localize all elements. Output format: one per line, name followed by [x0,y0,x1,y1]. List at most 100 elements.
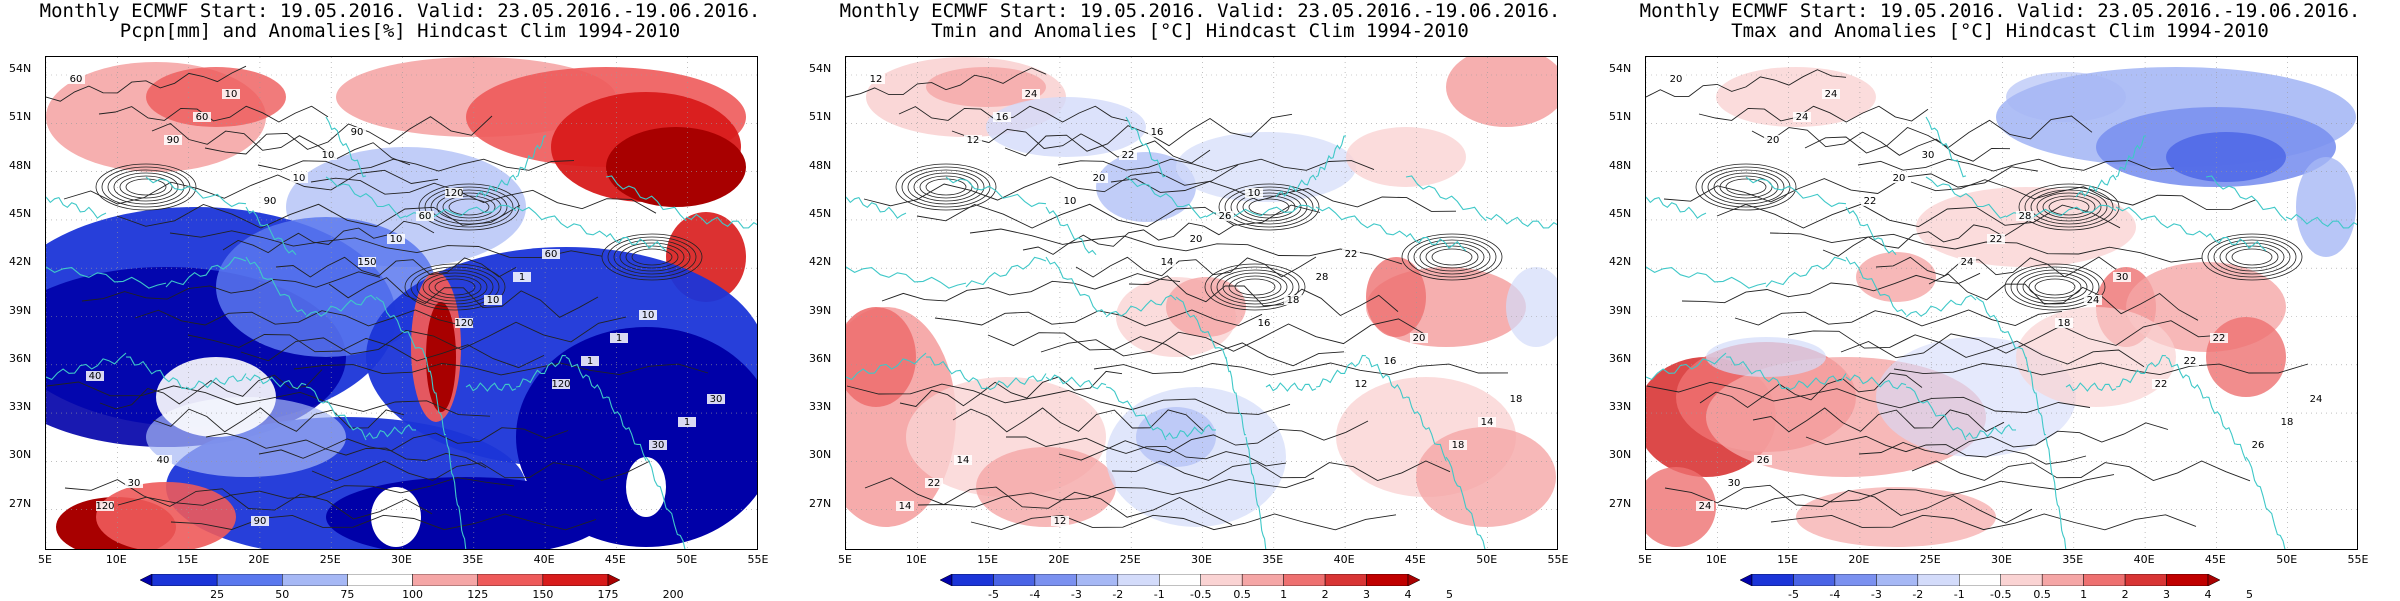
contour-ring [428,275,482,299]
contour-line [1128,275,1399,317]
anomaly-area [1916,187,2136,267]
latitude-label: 45N [1609,206,1632,220]
coastline [325,176,407,219]
colorbar-segment [2083,574,2126,586]
contour-label-bg [290,173,308,183]
contour-ring [2024,186,2114,228]
contour-line [1646,381,2091,414]
contour-label-bg [1822,89,1840,99]
latitude-label: 30N [1609,448,1632,462]
contour-ring [448,198,490,216]
colorbar-label: 0.5 [2033,588,2051,601]
colorbar-segment [1283,574,1326,586]
contour-label: 20 [1413,333,1426,344]
anomaly-area [2016,307,2176,407]
coastline [846,196,907,219]
contour-line [1928,273,2199,321]
contour-label-bg [649,440,667,450]
contour-label-bg [2055,318,2073,328]
contour-label-bg [348,127,366,137]
contour-label-bg [193,112,211,122]
contour-line [952,407,1205,433]
contour-line [134,309,463,327]
contour-label-bg [1381,356,1399,366]
contour-ring [613,239,691,275]
coastline [1646,196,1707,219]
coastline [515,206,607,237]
colorbar-segment [993,574,1036,586]
contour-ring [1407,236,1497,278]
contour-line [275,256,517,278]
contour-label: 16 [1258,318,1271,329]
contour-ring [1242,195,1296,219]
latitude-label: 30N [9,448,32,462]
coastline [1845,256,1907,316]
contour-ring [2036,192,2102,222]
contour-ring [631,248,673,266]
longitude-label: 30E [1991,553,2012,566]
colorbar-segment [2166,574,2209,586]
anomaly-area [2166,132,2286,182]
colorbar-segment [542,574,609,586]
contour-label: 14 [957,455,970,466]
colorbar-high-arrow [2207,574,2220,586]
contour-line [1646,69,1847,98]
contour-label: 12 [1355,379,1368,390]
contour-ring [925,178,967,196]
colorbar-segment [2000,574,2043,586]
contour-ring [1210,266,1300,308]
coastline [1725,356,1787,390]
contour-label: 20 [1190,234,1203,245]
map-canvas: 20 20 22 24 18 22 26 24 24 20 22 24 22 18 30 24 30 28 30 22… [1646,57,2357,549]
colorbar-label: -3 [1870,588,1882,601]
contour-label-bg [1507,394,1525,404]
contour-label: 12 [870,74,883,85]
coastline [1925,176,2007,219]
contour-label: 30 [652,440,665,451]
contour-label-bg [2181,356,2199,366]
contour-line [898,105,1129,123]
contour-label: 22 [1990,234,2003,245]
coastline [2045,436,2067,549]
longitude-label: 45E [604,553,626,566]
contour-ring [1401,233,1503,281]
latitude-label: 54N [809,62,832,75]
contour-line [1111,460,1451,481]
coastline [1045,256,1107,316]
coastline [1845,374,1907,390]
colorbar-low-arrow [1740,574,1753,586]
contour-label: 1 [587,356,593,367]
colorbar-segment [477,574,544,586]
contour-ring [1719,175,1773,199]
contour-label: 120 [444,188,463,199]
contour-label: 20 [1767,135,1780,146]
coastline [1125,176,1207,219]
coastline [1445,456,1486,549]
anomaly-area [1796,487,1996,547]
latitude-label: 45N [9,206,32,220]
contour-label-bg [1793,112,1811,122]
contour-label: 28 [1316,272,1329,283]
contour-line [187,334,545,369]
contour-ring [436,192,502,222]
latitude-label: 39N [809,303,832,317]
contour-label-bg [1158,257,1176,267]
contour-ring [2022,272,2088,302]
contour-label-bg [455,318,473,328]
coastline [2205,175,2287,222]
coastline [46,266,167,289]
contour-label: 24 [1025,89,1038,100]
contour-line [151,122,411,166]
latitude-label: 27N [1609,496,1632,510]
contour-line [970,513,1397,531]
longitude-label: 50E [676,553,698,566]
contour-label-bg [484,295,502,305]
contour-label-bg [96,501,114,511]
contour-label: 30 [2116,272,2129,283]
colorbar-canvas [1740,574,2220,586]
longitude-label: 20E [248,553,270,566]
colorbar-label: -5 [987,588,999,601]
colorbar-label: 100 [402,588,424,601]
coastline [2115,206,2207,237]
contour-line [257,158,575,172]
